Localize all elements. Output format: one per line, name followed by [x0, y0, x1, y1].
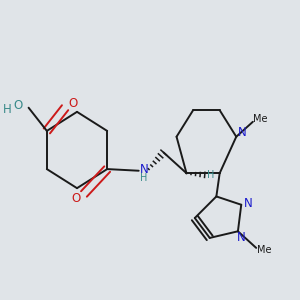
Text: Me: Me: [253, 114, 267, 124]
Text: N: N: [237, 231, 246, 244]
Text: O: O: [13, 98, 22, 112]
Text: N: N: [140, 163, 148, 176]
Text: O: O: [69, 97, 78, 110]
Text: H: H: [3, 103, 11, 116]
Text: O: O: [71, 192, 80, 206]
Text: N: N: [238, 126, 247, 139]
Text: H: H: [207, 170, 214, 180]
Text: H: H: [140, 173, 148, 183]
Text: N: N: [244, 196, 253, 210]
Text: Me: Me: [257, 244, 272, 254]
